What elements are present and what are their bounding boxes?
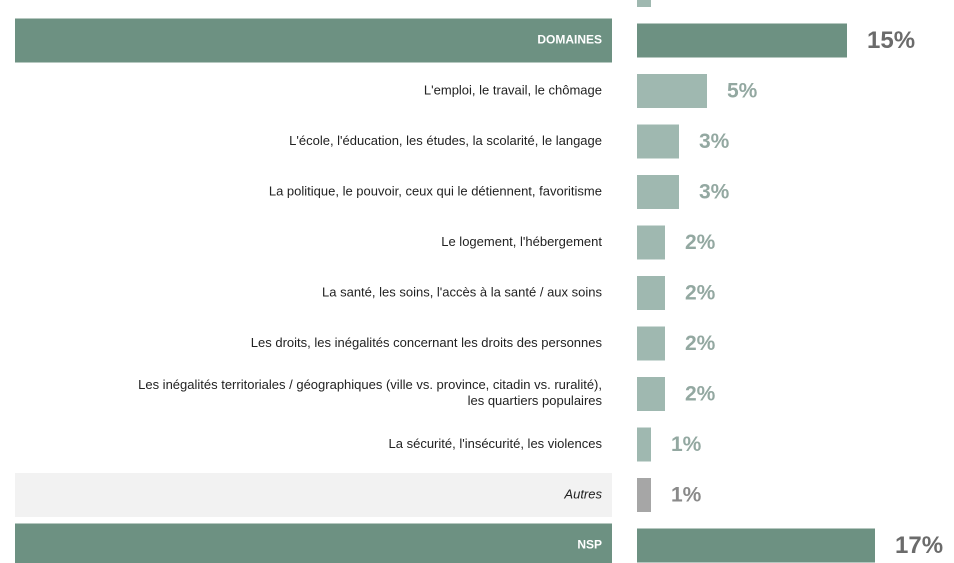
value-label: 1% — [671, 484, 702, 507]
bar — [637, 528, 875, 563]
row-band — [15, 523, 612, 563]
bar — [637, 326, 665, 361]
value-label: 1% — [671, 0, 702, 2]
category-label: L'école, l'éducation, les études, la sco… — [289, 133, 602, 148]
bar — [637, 225, 665, 260]
bar — [637, 478, 651, 512]
value-label: 3% — [699, 130, 730, 153]
bar — [637, 175, 679, 209]
value-label: 2% — [685, 332, 716, 355]
category-label: Les droits, les inégalités concernant le… — [251, 335, 603, 350]
category-label: Autres — [563, 486, 602, 501]
bar — [637, 23, 847, 58]
value-label: 2% — [685, 282, 716, 305]
category-label: DOMAINES — [537, 33, 602, 47]
value-label: 17% — [895, 532, 943, 559]
bar — [637, 0, 651, 7]
category-label: La politique, le pouvoir, ceux qui le dé… — [269, 183, 602, 198]
value-label: 2% — [685, 231, 716, 254]
category-label: Les inégalités territoriales / géographi… — [138, 377, 602, 408]
bar — [637, 124, 679, 159]
value-label: 1% — [671, 433, 702, 456]
value-label: 5% — [727, 80, 758, 103]
row-band — [15, 473, 612, 517]
category-label: L'emploi, le travail, le chômage — [424, 82, 602, 97]
category-label: La sécurité, l'insécurité, les violences — [389, 436, 603, 451]
bar — [637, 276, 665, 310]
row-band — [15, 18, 612, 63]
bar — [637, 427, 651, 462]
category-label: La santé, les soins, l'accès à la santé … — [322, 284, 602, 299]
category-label: NSP — [577, 538, 602, 552]
value-label: 3% — [699, 181, 730, 204]
category-label: Le logement, l'hébergement — [441, 234, 602, 249]
value-label: 2% — [685, 383, 716, 406]
value-label: 15% — [867, 27, 915, 54]
bar — [637, 377, 665, 411]
bar — [637, 74, 707, 108]
